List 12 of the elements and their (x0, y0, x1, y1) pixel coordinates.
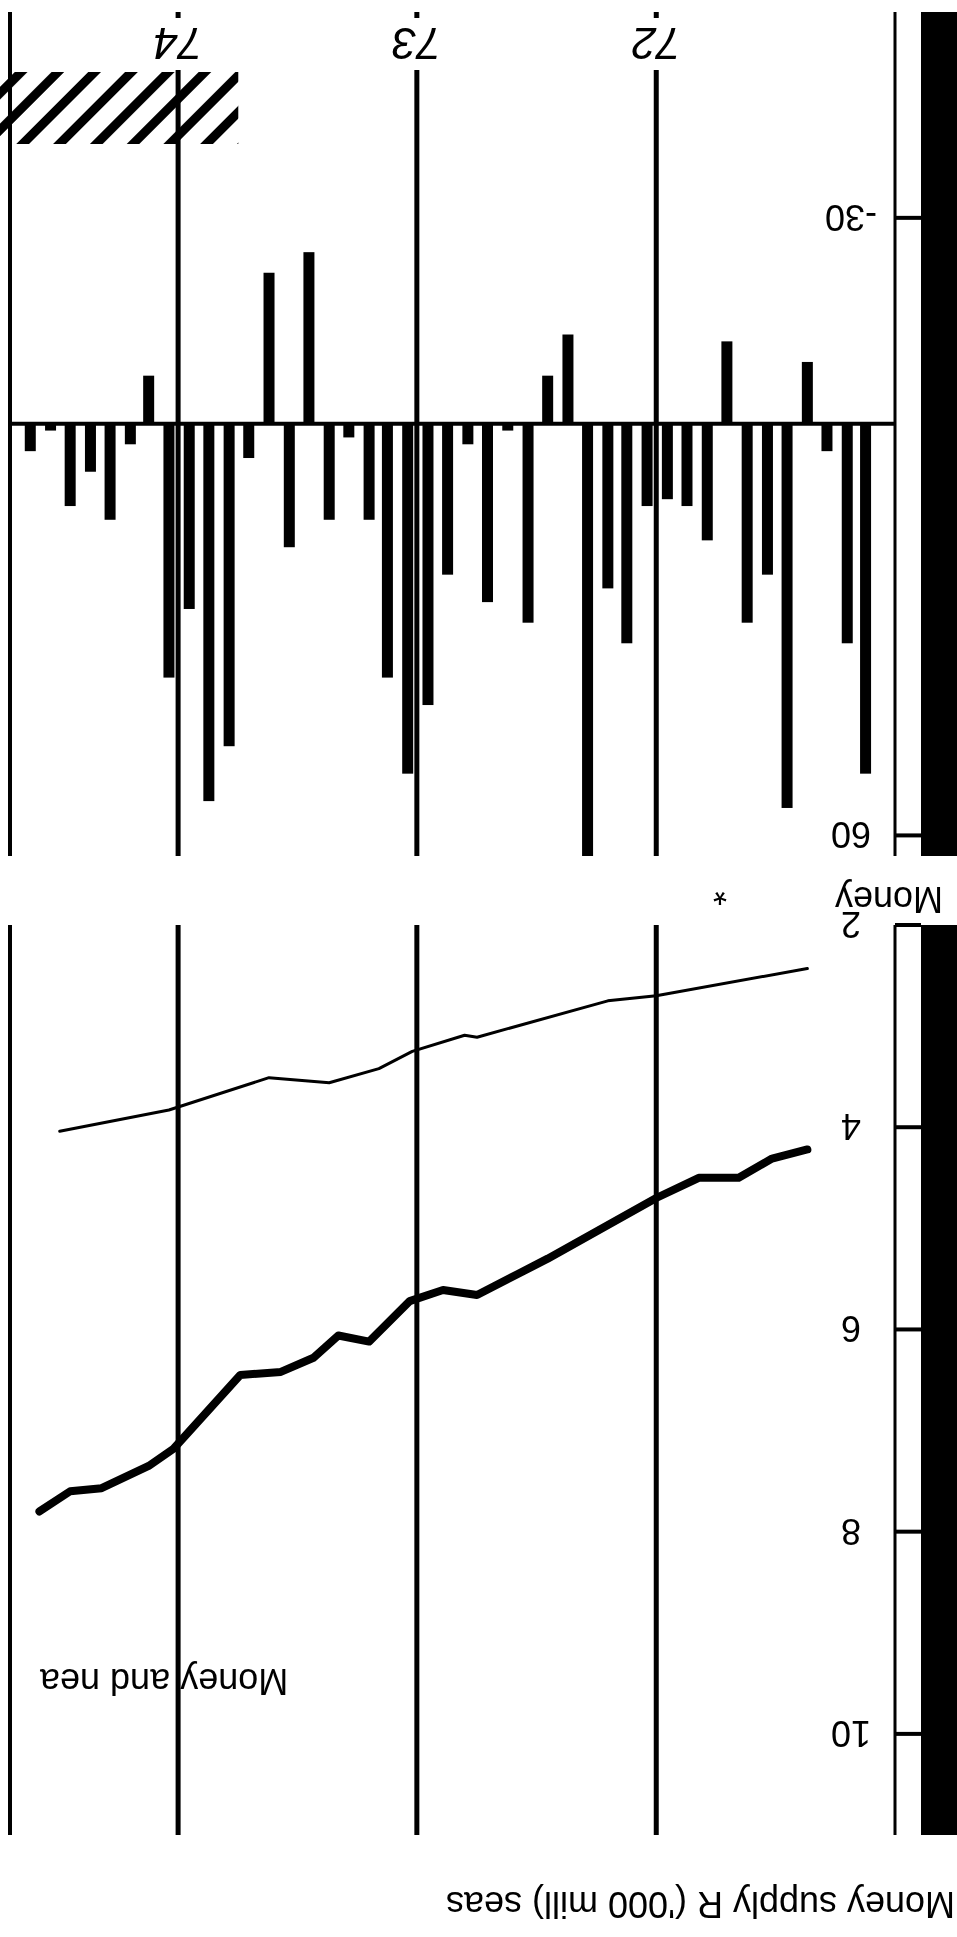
text: Money supply R ('000 mill) seas (445, 1884, 955, 1925)
y-tick-label: -30 (824, 196, 878, 238)
x-tick-label: 74 (153, 19, 203, 68)
x-tick-label: 73 (391, 19, 442, 68)
y-tick-label: 60 (830, 814, 872, 856)
text: Money and nea (39, 1661, 289, 1702)
y-tick-label: 10 (830, 1712, 872, 1754)
y-tick-label: 8 (840, 1510, 862, 1552)
x-tick-label: 72 (631, 19, 681, 68)
y-tick-label: 6 (840, 1308, 862, 1350)
y-tick-label: 4 (840, 1106, 862, 1148)
text: * (712, 871, 727, 912)
